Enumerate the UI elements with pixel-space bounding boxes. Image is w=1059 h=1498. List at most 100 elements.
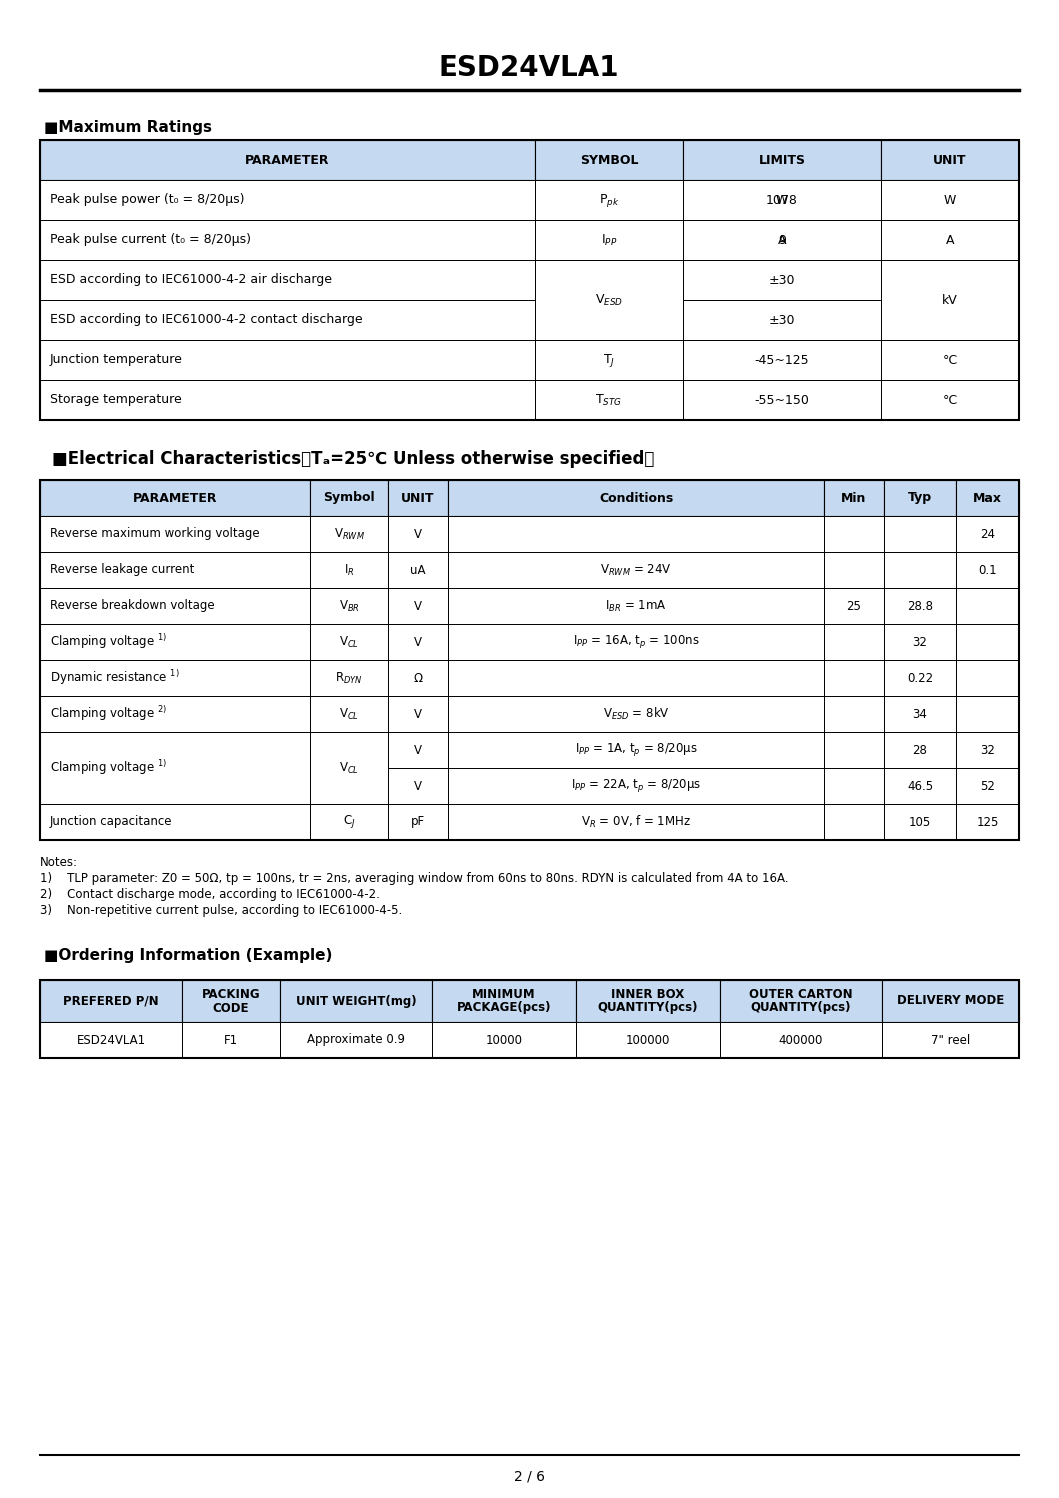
Text: 24: 24 [980, 527, 995, 541]
Text: PREFERED P/N: PREFERED P/N [64, 995, 159, 1008]
Text: uA: uA [410, 563, 426, 577]
Bar [388, 551, 448, 589]
Text: QUANTITY(pcs): QUANTITY(pcs) [597, 1002, 698, 1014]
Bar [824, 551, 884, 589]
Bar [40, 180, 535, 220]
Bar [956, 589, 1019, 625]
Bar [40, 589, 310, 625]
Text: 46.5: 46.5 [907, 779, 933, 792]
Bar [448, 479, 824, 515]
Bar [388, 804, 448, 840]
Bar [535, 180, 683, 220]
Text: kV: kV [943, 294, 958, 307]
Bar [720, 1022, 882, 1058]
Bar [884, 625, 956, 661]
Bar [40, 479, 1019, 840]
Bar [881, 340, 1019, 380]
Text: 25: 25 [846, 599, 861, 613]
Bar [824, 733, 884, 768]
Bar [535, 139, 683, 180]
Bar [40, 733, 310, 804]
Text: PARAMETER: PARAMETER [246, 153, 329, 166]
Bar [824, 479, 884, 515]
Bar [448, 733, 824, 768]
Bar [310, 479, 388, 515]
Text: 9: 9 [778, 234, 786, 247]
Bar [884, 551, 956, 589]
Bar [824, 625, 884, 661]
Bar [881, 380, 1019, 419]
Text: Junction capacitance: Junction capacitance [50, 815, 173, 828]
Bar [388, 661, 448, 697]
Bar [683, 139, 881, 180]
Bar [956, 515, 1019, 551]
Text: LIMITS: LIMITS [758, 153, 806, 166]
Text: V$_{ESD}$: V$_{ESD}$ [595, 292, 623, 307]
Text: °C: °C [943, 394, 957, 406]
Text: UNIT: UNIT [933, 153, 967, 166]
Bar [535, 261, 683, 300]
Text: Min: Min [841, 491, 866, 505]
Text: V$_{CL}$: V$_{CL}$ [339, 761, 359, 776]
Text: MINIMUM: MINIMUM [472, 987, 536, 1001]
Text: ESD24VLA1: ESD24VLA1 [76, 1034, 145, 1047]
Text: -45~125: -45~125 [755, 354, 809, 367]
Text: Ω: Ω [413, 671, 423, 685]
Text: 7" reel: 7" reel [931, 1034, 970, 1047]
Text: Conditions: Conditions [599, 491, 674, 505]
Text: UNIT: UNIT [401, 491, 435, 505]
Bar [40, 139, 535, 180]
Text: 400000: 400000 [778, 1034, 823, 1047]
Bar [388, 697, 448, 733]
Bar [576, 980, 720, 1022]
Bar [310, 733, 388, 804]
Text: A: A [777, 234, 786, 247]
Text: 10000: 10000 [485, 1034, 522, 1047]
Text: SYMBOL: SYMBOL [579, 153, 639, 166]
Text: V$_{RWM}$: V$_{RWM}$ [334, 526, 364, 542]
Bar [40, 551, 310, 589]
Bar [576, 1022, 720, 1058]
Text: V$_{CL}$: V$_{CL}$ [339, 707, 359, 722]
Bar [824, 661, 884, 697]
Bar [884, 768, 956, 804]
Bar [535, 380, 683, 419]
Text: I$_{PP}$ = 16A, t$_p$ = 100ns: I$_{PP}$ = 16A, t$_p$ = 100ns [573, 634, 699, 650]
Text: Reverse maximum working voltage: Reverse maximum working voltage [50, 527, 259, 541]
Bar [310, 551, 388, 589]
Text: PARAMETER: PARAMETER [132, 491, 217, 505]
Bar [720, 980, 882, 1022]
Text: Clamping voltage $^{1)}$: Clamping voltage $^{1)}$ [50, 758, 167, 777]
Text: ■Maximum Ratings: ■Maximum Ratings [44, 120, 212, 135]
Text: 125: 125 [976, 815, 999, 828]
Bar [448, 661, 824, 697]
Bar [683, 300, 881, 340]
Text: Peak pulse power (t₀ = 8/20μs): Peak pulse power (t₀ = 8/20μs) [50, 193, 245, 207]
Bar [40, 220, 535, 261]
Text: 0.1: 0.1 [979, 563, 997, 577]
Bar [535, 300, 683, 340]
Bar [310, 804, 388, 840]
Bar [956, 661, 1019, 697]
Bar [448, 697, 824, 733]
Bar [884, 515, 956, 551]
Text: 2 / 6: 2 / 6 [514, 1470, 544, 1485]
Text: 28.8: 28.8 [907, 599, 933, 613]
Text: C$_J$: C$_J$ [343, 813, 355, 830]
Text: ±30: ±30 [769, 274, 795, 286]
Text: Storage temperature: Storage temperature [50, 394, 182, 406]
Text: Reverse breakdown voltage: Reverse breakdown voltage [50, 599, 215, 613]
Text: UNIT WEIGHT(mg): UNIT WEIGHT(mg) [295, 995, 416, 1008]
Bar [448, 551, 824, 589]
Bar [388, 768, 448, 804]
Bar [881, 261, 1019, 300]
Bar [881, 180, 1019, 220]
Bar [881, 220, 1019, 261]
Bar [40, 980, 182, 1022]
Text: Peak pulse current (t₀ = 8/20μs): Peak pulse current (t₀ = 8/20μs) [50, 234, 251, 247]
Text: P$_{pk}$: P$_{pk}$ [598, 192, 620, 208]
Bar [535, 340, 683, 380]
Bar [40, 661, 310, 697]
Text: 0.22: 0.22 [907, 671, 933, 685]
Bar [448, 804, 824, 840]
